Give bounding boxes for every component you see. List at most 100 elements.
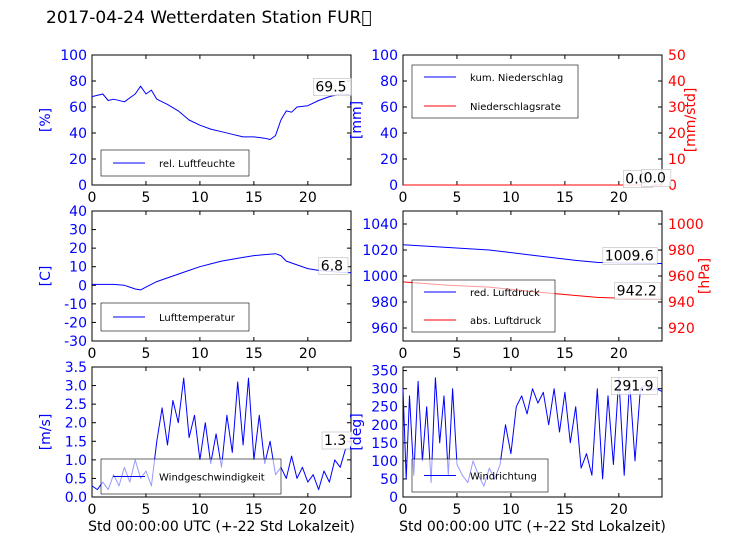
y-tick-label: 30 — [69, 223, 87, 239]
annotation-label: 0.0 — [644, 170, 666, 186]
x-tick-label: 5 — [452, 190, 461, 206]
legend-label: Windrichtung — [470, 472, 537, 483]
annotation-label: 942.2 — [617, 284, 657, 300]
x-tick-label: 0 — [399, 190, 408, 206]
y-tick-label: 1020 — [362, 243, 398, 259]
y-tick-label: 60 — [380, 100, 398, 116]
annotation-label: 291.9 — [613, 378, 653, 394]
y-tick-label: 1.0 — [65, 453, 87, 469]
y2-tick-label: 920 — [668, 321, 695, 337]
x-tick-label: 10 — [191, 346, 209, 362]
y-tick-label: 100 — [371, 48, 398, 64]
x-tick-label: 20 — [299, 190, 317, 206]
legend-label: rel. Luftfeuchte — [159, 159, 235, 170]
y-tick-label: -30 — [64, 334, 87, 350]
y2-tick-label: 20 — [668, 126, 686, 142]
y-tick-label: 2.0 — [65, 416, 87, 432]
x-tick-label: 0 — [88, 190, 97, 206]
x-tick-label: 20 — [610, 190, 628, 206]
y-axis-label: [mm] — [349, 101, 365, 139]
y-tick-label: 10 — [69, 260, 87, 276]
x-tick-label: 0 — [88, 346, 97, 362]
y-tick-label: 350 — [371, 364, 398, 380]
legend: rel. Luftfeuchte — [100, 149, 250, 177]
y-tick-label: 3.5 — [65, 360, 87, 376]
x-tick-label: 20 — [299, 502, 317, 518]
annotation-box — [641, 169, 672, 187]
y-axis-label: [deg] — [349, 413, 365, 450]
legend-label: Niederschlagsrate — [470, 102, 561, 113]
annotation-label: 69.5 — [315, 79, 346, 95]
annotation-box — [321, 431, 352, 450]
y-tick-label: 40 — [380, 126, 398, 142]
y-tick-label: 60 — [69, 100, 87, 116]
annotation-box — [313, 78, 352, 96]
series-line-1 — [91, 85, 352, 140]
y2-tick-label: 980 — [668, 243, 695, 259]
y-tick-label: 0 — [78, 278, 87, 294]
y-tick-label: 300 — [371, 382, 398, 398]
legend: Windgeschwindigkeit — [100, 458, 282, 495]
x-tick-label: 5 — [141, 502, 150, 518]
x-tick-label: 20 — [299, 346, 317, 362]
y-axis-label: [%] — [38, 108, 54, 132]
x-tick-label: 10 — [191, 190, 209, 206]
figure-title: 2017-04-24 Wetterdaten Station FUR  — [46, 8, 372, 28]
y2-axis-label: [hPa] — [697, 258, 713, 294]
y-tick-label: 0 — [389, 178, 398, 194]
x-tick-label: 10 — [502, 346, 520, 362]
panel-humidity: 0 5 10 15 20 0 20 40 60 80 100 [%] 69.5 rel. Luftfeuc… — [38, 48, 352, 206]
y-axis-label: [C] — [38, 266, 54, 287]
y-tick-label: 0.0 — [65, 490, 87, 506]
y-tick-label: -10 — [64, 297, 87, 313]
y-tick-label: 150 — [371, 436, 398, 452]
legend: Lufttemperatur — [100, 302, 250, 332]
y-tick-label: 250 — [371, 400, 398, 416]
legend: red. Luftdruck abs. Luftdruck — [411, 279, 556, 333]
x-tick-label: 15 — [556, 502, 574, 518]
y-tick-label: 20 — [69, 241, 87, 257]
legend-label: Lufttemperatur — [159, 313, 236, 324]
y2-tick-label: 50 — [668, 48, 686, 64]
y-tick-label: 2.5 — [65, 397, 87, 413]
y2-tick-label: 0 — [668, 178, 677, 194]
y-tick-label: 960 — [371, 321, 398, 337]
y-tick-label: 0 — [389, 490, 398, 506]
y-tick-label: 3.0 — [65, 379, 87, 395]
series-line-1 — [92, 253, 352, 291]
annotation-box — [602, 247, 658, 265]
x-tick-label: 10 — [502, 190, 520, 206]
y-tick-label: 80 — [380, 74, 398, 90]
annotation-box — [611, 377, 658, 395]
x-tick-label: 10 — [502, 502, 520, 518]
y-tick-label: 0 — [78, 178, 87, 194]
x-tick-label: 15 — [245, 346, 263, 362]
annotation-label: 6.8 — [321, 258, 343, 274]
y-tick-label: 20 — [380, 152, 398, 168]
y-tick-label: 20 — [69, 152, 87, 168]
y-tick-label: 200 — [371, 418, 398, 434]
y2-tick-label: 960 — [668, 269, 695, 285]
panel-pressure: 0 5 10 15 20 960 980 1000 1020 1040 920 940 960 980 10… — [362, 210, 713, 362]
x-tick-label: 5 — [141, 346, 150, 362]
x-tick-label: 0 — [399, 502, 408, 518]
legend: kum. Niederschlag Niederschlagsrate — [411, 64, 579, 119]
y2-tick-label: 940 — [668, 295, 695, 311]
annotation-label: 1.3 — [324, 433, 346, 449]
y-tick-label: 80 — [69, 74, 87, 90]
y-tick-label: 980 — [371, 295, 398, 311]
annotation-box — [318, 257, 349, 275]
legend-frame — [411, 279, 556, 333]
y-tick-label: 50 — [380, 472, 398, 488]
annotation-label: 1009.6 — [605, 248, 654, 264]
x-tick-label: 20 — [610, 346, 628, 362]
annotation-box — [614, 282, 661, 300]
x-tick-label: 5 — [141, 190, 150, 206]
y-tick-label: 40 — [69, 126, 87, 142]
y-tick-label: 40 — [69, 204, 87, 220]
legend-label: Windgeschwindigkeit — [159, 473, 265, 484]
x-tick-label: 5 — [452, 502, 461, 518]
y2-tick-label: 40 — [668, 74, 686, 90]
panel-precip: 0 5 10 15 20 0 20 40 60 80 100 0 10 20 30 40 50 [mm] [mm/s… — [349, 48, 699, 206]
y-axis-label: [m/s] — [38, 414, 54, 451]
